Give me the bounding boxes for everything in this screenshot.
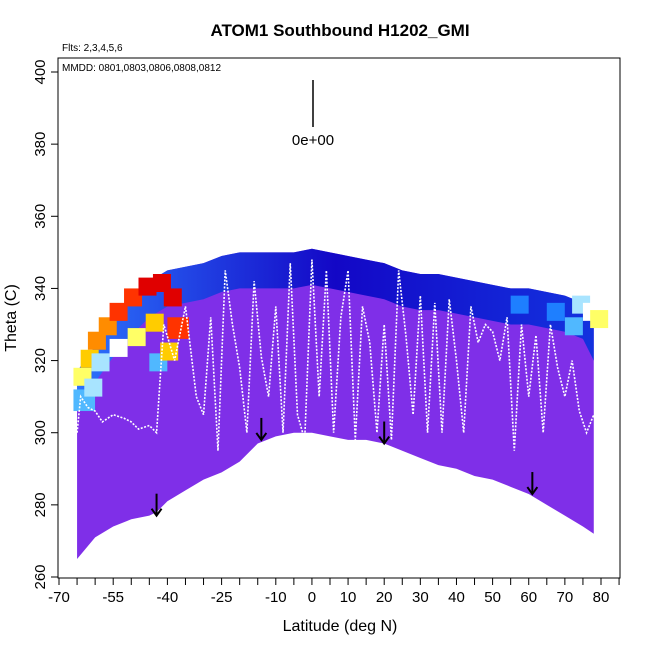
y-axis: 260 280 300 320 340 360 380 400 <box>32 59 58 590</box>
tropopause-trace <box>76 259 602 451</box>
arrow-head <box>378 435 391 446</box>
arrow-head <box>526 486 539 496</box>
heat-cell <box>98 317 117 336</box>
heat-cell <box>84 378 103 397</box>
x-tick-label: 80 <box>593 589 610 606</box>
heat-cell <box>564 317 583 336</box>
y-tick-label: 300 <box>32 420 49 445</box>
heat-cell <box>91 353 110 372</box>
tropopause-line <box>76 259 602 451</box>
y-axis-label: Theta (C) <box>3 284 20 352</box>
x-tick-label: -40 <box>157 589 179 606</box>
heat-cell <box>167 317 189 339</box>
y-tick-label: 400 <box>32 59 49 84</box>
dates-note: MMDD: 0801,0803,0806,0808,0812 <box>62 63 221 74</box>
heat-cell <box>127 328 146 347</box>
x-axis: -70 -55 -40 -25 -10 0 10 20 30 40 50 60 70 80 <box>48 578 620 606</box>
x-tick-label: -10 <box>265 589 287 606</box>
x-tick-label: -70 <box>48 589 70 606</box>
y-tick-label: 360 <box>32 204 49 229</box>
arrow-head <box>255 432 268 442</box>
y-tick-label: 320 <box>32 348 49 373</box>
heat-cell <box>510 295 529 314</box>
flights-note: Flts: 2,3,4,5,6 <box>62 43 123 54</box>
x-axis-label: Latitude (deg N) <box>283 618 398 635</box>
heat-cell <box>145 313 164 332</box>
y-tick-label: 260 <box>32 564 49 589</box>
x-tick-label: 30 <box>412 589 429 606</box>
heat-cell <box>590 310 609 329</box>
x-tick-label: 10 <box>340 589 357 606</box>
y-tick-label: 380 <box>32 132 49 157</box>
x-tick-label: 60 <box>520 589 537 606</box>
x-tick-label: -55 <box>102 589 124 606</box>
heat-cell <box>152 274 171 292</box>
heat-cell <box>87 331 106 350</box>
x-tick-label: -25 <box>211 589 233 606</box>
heat-cell <box>124 288 143 307</box>
arrow-head <box>150 508 163 518</box>
x-tick-label: 0 <box>308 589 316 606</box>
x-tick-label: 20 <box>376 589 393 606</box>
y-tick-label: 340 <box>32 276 49 301</box>
colorbar-label: 0e+00 <box>292 132 334 149</box>
x-tick-label: 50 <box>484 589 501 606</box>
heat-cell <box>109 302 128 321</box>
x-tick-label: 70 <box>557 589 574 606</box>
field-upper-band <box>77 248 594 408</box>
heat-cell <box>546 302 565 321</box>
heat-cell <box>163 288 182 307</box>
tropopause-arrows <box>150 417 539 518</box>
y-tick-label: 280 <box>32 492 49 517</box>
plot-frame <box>57 57 621 579</box>
heat-cell <box>138 277 157 296</box>
heat-cell <box>160 342 179 361</box>
chart-title: ATOM1 Southbound H1202_GMI <box>210 21 469 40</box>
heat-cell <box>109 338 128 357</box>
x-tick-label: 40 <box>448 589 465 606</box>
